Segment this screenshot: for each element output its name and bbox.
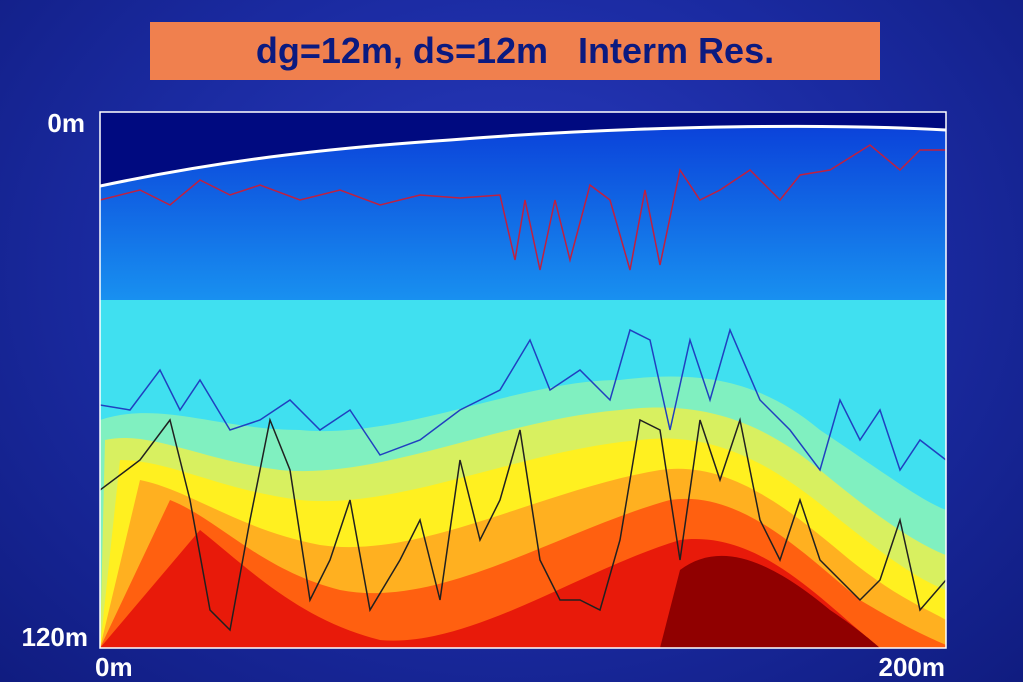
x-axis-left-label: 0m [95, 652, 133, 682]
y-axis-bottom-label: 120m [21, 622, 89, 652]
x-axis-right-label: 200m [878, 652, 946, 682]
y-axis-top-label: 0m [47, 108, 85, 138]
plot-frame [99, 111, 947, 649]
plot-fill [100, 112, 946, 648]
title: dg=12m, ds=12m Interm Res. [255, 30, 775, 71]
title-box: dg=12m, ds=12m Interm Res. [150, 22, 880, 80]
